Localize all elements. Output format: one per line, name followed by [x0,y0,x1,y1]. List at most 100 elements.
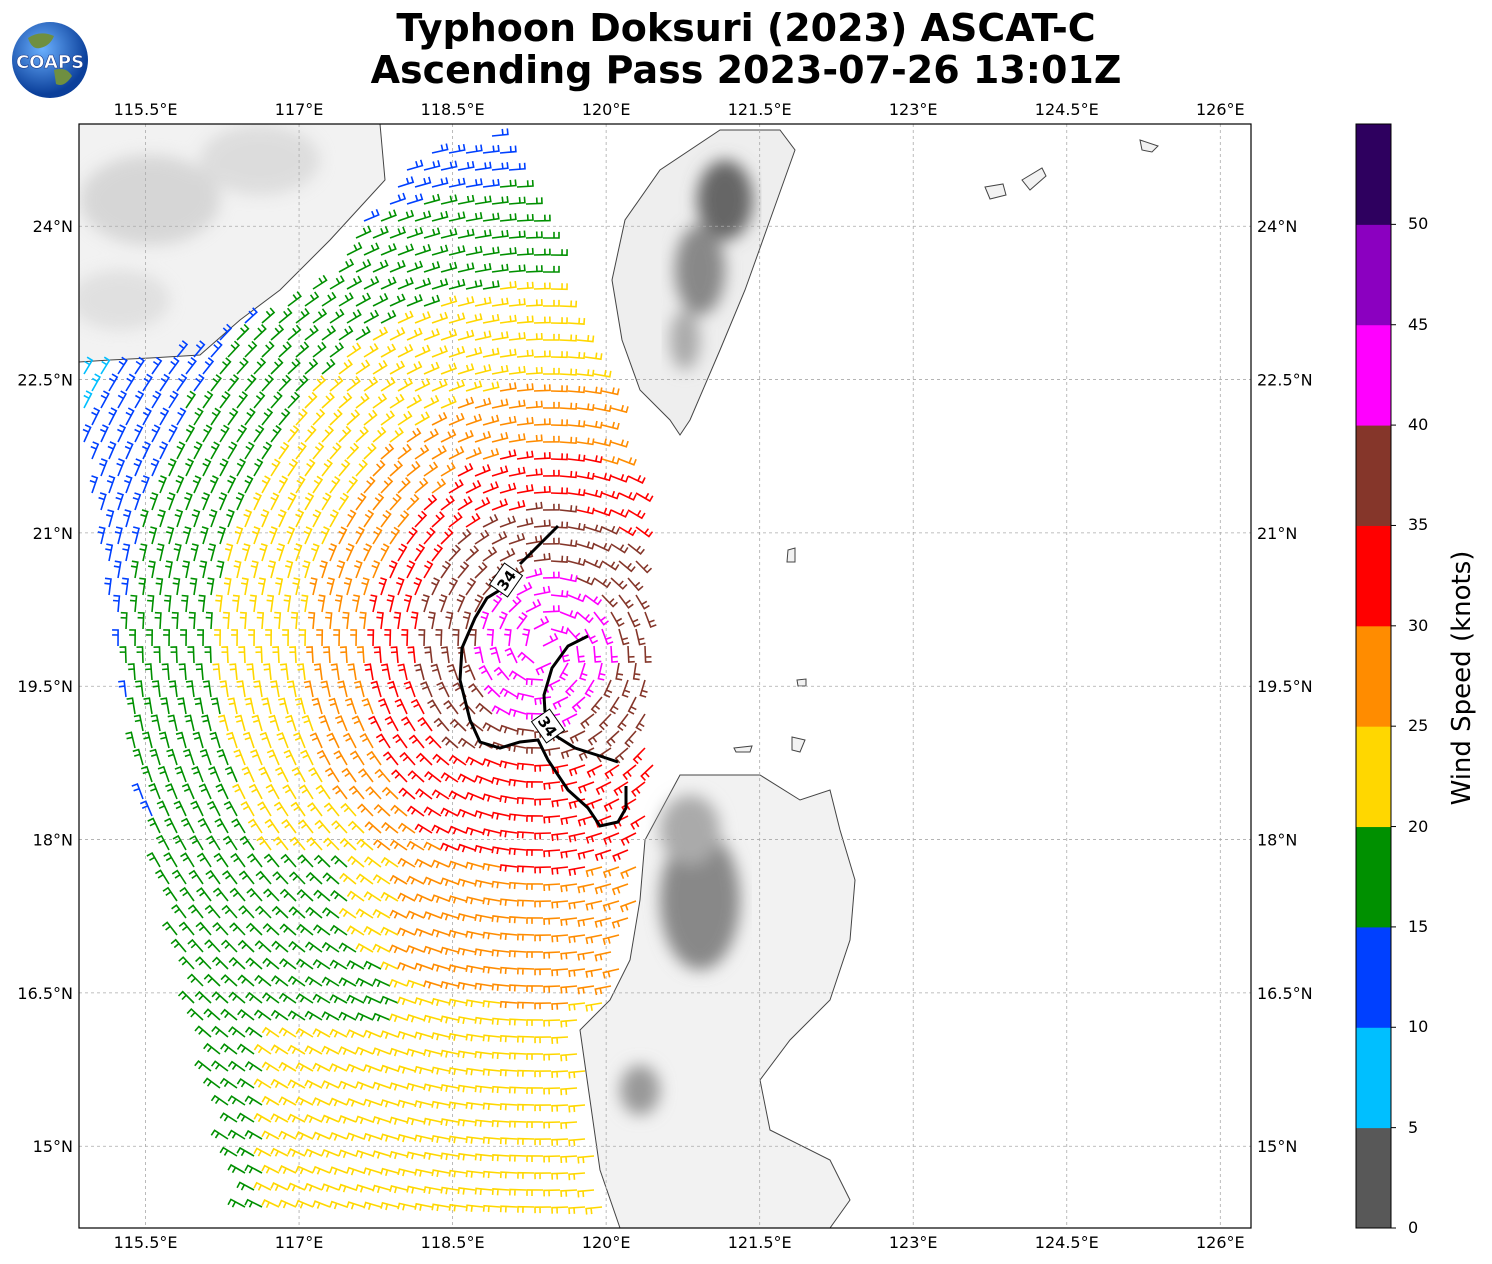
wind-barb [346,1029,365,1039]
wind-barb [469,628,477,647]
wind-barb [287,1148,306,1158]
wind-barb [363,509,375,528]
wind-barb [100,356,111,375]
wind-barb [420,681,433,698]
wind-barb [603,832,620,845]
wind-barb [270,1147,289,1157]
wind-barb [141,441,151,460]
wind-barb [355,977,374,987]
wind-barb [491,1154,510,1162]
wind-barb [157,765,170,783]
wind-barb [560,1053,578,1062]
wind-barb [423,841,442,851]
wind-barb [483,684,501,698]
wind-barb [83,390,93,409]
wind-barb [618,457,637,466]
wind-barb [380,543,390,562]
wind-barb [194,990,212,1004]
wind-barb [194,697,204,715]
wind-barb [414,244,432,256]
wind-barb [410,698,425,715]
wind-barb [346,960,365,970]
wind-barb [355,259,372,273]
wind-barb [295,958,314,970]
wind-barb [397,543,408,562]
wind-barb [227,407,239,426]
wind-barb [112,629,119,647]
wind-barb [326,577,335,596]
wind-barb [440,429,457,443]
lon-tick-bottom: 118.5°E [421,1233,485,1252]
wind-barb [205,611,213,630]
wind-barb [300,749,314,766]
wind-barb [516,796,535,805]
wind-barb [635,492,654,503]
wind-barb [232,594,240,613]
wind-barb [139,800,153,817]
wind-barb [499,213,517,222]
wind-barb [435,629,443,647]
wind-barb [569,730,586,744]
wind-barb [423,1049,442,1058]
wind-barb [219,458,229,477]
wind-barb [278,475,289,494]
wind-barb [346,442,360,460]
wind-barb [542,401,560,409]
wind-barb [406,805,425,817]
wind-barb [221,904,238,919]
wind-barb [610,543,629,554]
wind-barb [418,629,426,647]
wind-barb [202,680,212,698]
wind-barb [144,663,153,681]
wind-barb [100,390,110,409]
wind-barb [593,438,612,447]
wind-barb [290,611,299,630]
lon-tick-top: 115.5°E [114,100,178,119]
wind-barb [431,511,445,528]
wind-barb [312,408,326,426]
lon-tick-top: 120°E [582,100,631,119]
wind-barb [219,390,231,409]
wind-barb [508,332,526,341]
wind-barb [559,505,578,513]
wind-barb [516,517,534,528]
wind-barb [474,1085,493,1093]
wind-barb [202,458,212,477]
wind-barb [346,309,362,324]
wind-barb [406,1082,425,1092]
wind-barb [355,292,372,307]
wind-barb [244,475,254,494]
wind-barb [208,509,218,528]
wind-barb [517,967,535,975]
wind-barb [217,714,229,732]
wind-barb [338,292,354,307]
wind-barb [403,680,416,698]
wind-barb [363,1167,382,1176]
colorbar-segment [1356,726,1391,828]
wind-barb [508,950,527,958]
wind-barb [499,548,516,562]
wind-barb [373,646,382,664]
wind-barb [550,487,568,495]
wind-barb [423,294,441,307]
wind-barb [166,492,176,511]
wind-barb [576,611,594,624]
wind-barb [465,380,483,392]
wind-barb [287,1113,306,1123]
wind-barb [559,470,578,479]
wind-barb [250,749,263,766]
wind-barb [517,651,535,664]
wind-barb [423,494,438,511]
wind-barb [542,265,560,273]
wind-barb [410,611,419,630]
colorbar-segment [1356,926,1391,1028]
wind-barb [474,1119,493,1127]
wind-barb [279,888,297,902]
wind-barb [159,373,171,392]
wind-barb [185,458,195,477]
wind-barb [610,577,628,590]
wind-barb [491,705,510,715]
wind-barb [209,731,221,749]
wind-barb [577,849,595,860]
wind-barb [621,679,631,698]
